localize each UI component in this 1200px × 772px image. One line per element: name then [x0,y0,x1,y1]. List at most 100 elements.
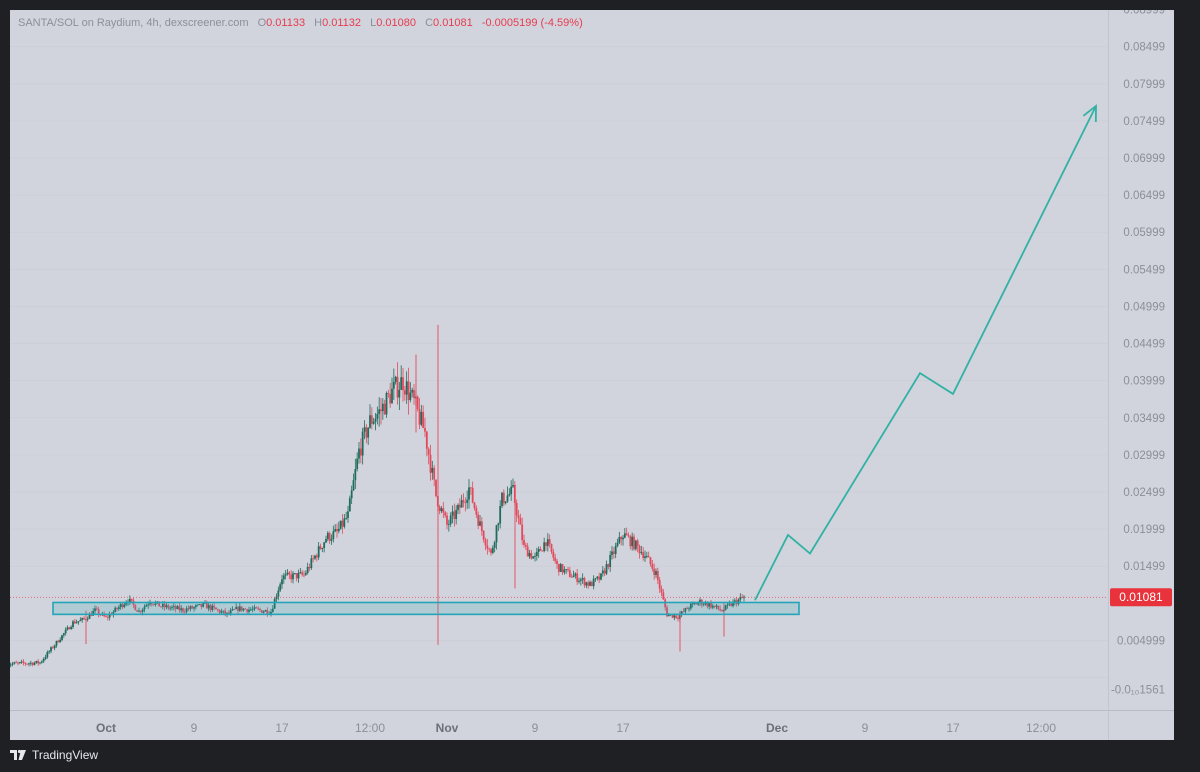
high-value: 0.01132 [322,17,362,29]
candle-body [480,521,483,531]
candle-body [504,501,507,504]
candle-body [226,612,228,615]
candle-body [491,547,494,553]
candle-body [460,500,463,508]
candle-body [592,578,595,587]
candle-body [612,551,615,554]
candle-body [167,605,170,609]
candle-body [546,539,549,546]
chart-panel[interactable]: 0.08999 0.08499 0.07999 0.07499 0.06999 0.064… [10,10,1174,740]
candle-body [667,614,670,617]
candle-body [354,469,357,481]
candle-body [94,608,96,612]
support-zone-rectangle[interactable] [52,601,800,616]
candle-body [391,388,393,404]
candle-body [468,487,470,500]
candle-body [541,550,544,552]
candle-body [372,421,375,424]
candle-body [664,599,667,608]
candle-body [211,605,214,610]
candle-body [568,570,571,577]
candle-body [471,487,474,503]
y-axis-tick-label: 0.04999 [1123,301,1165,313]
projection-path-line[interactable] [754,105,1097,601]
candle-body [660,588,663,593]
candle-body [684,608,687,612]
candle-body [715,605,718,607]
candle-body [165,605,168,608]
candle-body [257,608,260,610]
candle-body [605,564,608,574]
candle-body [231,609,234,611]
candle-body [51,647,54,649]
candle-body [387,392,390,394]
candle-body [134,604,137,611]
candle-body [519,517,522,525]
candle-body [567,569,569,571]
candle-body [365,427,368,438]
candle-body [618,536,621,543]
candle-body [136,610,139,612]
candle-body [57,640,60,643]
candle-body [508,494,511,496]
y-axis-tick-label: 0.05999 [1123,227,1165,239]
chart-canvas[interactable]: 0.08999 0.08499 0.07999 0.07499 0.06999 0.064… [10,10,1174,740]
y-axis-tick-label: 0.01499 [1123,561,1165,573]
candle-body [325,539,327,543]
candle-body [653,568,656,575]
x-axis-tick-label: Dec [766,721,788,735]
candle-body [574,573,577,576]
candle-body [389,393,392,404]
candle-body [614,546,617,554]
candle-body [427,448,430,455]
candle-body [673,615,676,618]
candle-body [499,505,502,524]
candle-body [350,490,353,499]
candle-body [506,495,509,502]
candle-body [138,610,140,612]
candle-body [207,605,210,609]
candle-body [596,576,599,579]
candle-body [570,576,573,578]
candle-body [543,542,546,551]
candle-body [218,610,221,613]
candle-body [717,605,720,609]
x-axis-tick-label: Nov [436,721,459,735]
candle-body [260,610,263,613]
candle-body [304,572,307,575]
candle-body [198,604,201,605]
candle-body [607,564,610,567]
candle-body [535,551,538,556]
candle-body [601,570,604,574]
candle-body [119,604,122,608]
y-axis-tick-label: 0.05499 [1123,264,1165,276]
candle-body [554,557,557,561]
candle-body [270,611,272,614]
candle-body [171,607,173,608]
y-axis-tick-label: 0.07499 [1123,116,1165,128]
candle-body [469,487,472,489]
candle-body [149,603,151,605]
candle-body [398,389,401,398]
footer-brand[interactable]: TradingView [10,748,98,762]
candle-body [174,606,177,610]
candle-body [28,663,30,665]
candle-body [396,376,399,398]
candle-body [451,511,454,516]
candle-body [466,499,469,503]
candle-body [675,615,678,618]
candle-body [229,610,232,614]
candle-body [237,606,239,611]
candle-body [634,540,637,550]
candle-body [515,502,518,516]
candle-body [95,608,98,610]
candle-body [139,610,142,612]
candle-body [563,569,566,573]
candle-body [706,602,709,607]
candle-body [246,609,249,612]
candle-body [484,539,487,546]
candle-body [711,605,714,608]
candle-body [295,573,298,579]
candle-body [724,605,727,610]
candle-body [444,512,447,516]
